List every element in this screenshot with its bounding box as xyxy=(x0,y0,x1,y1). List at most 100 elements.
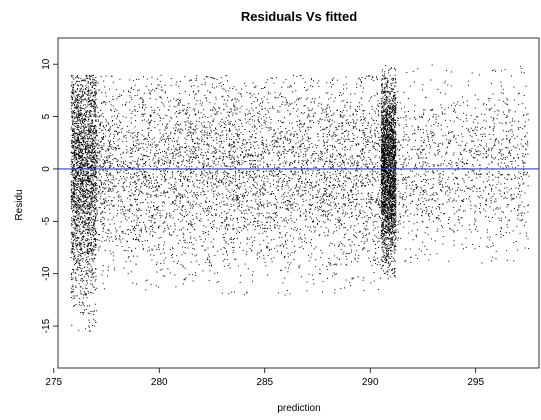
scatter-point xyxy=(71,185,73,187)
scatter-point xyxy=(74,102,76,104)
scatter-point xyxy=(173,137,175,139)
scatter-point xyxy=(144,104,146,106)
scatter-point xyxy=(92,159,94,160)
scatter-point xyxy=(85,200,87,202)
scatter-point xyxy=(357,162,359,164)
scatter-point xyxy=(291,122,293,124)
scatter-point xyxy=(237,230,239,232)
scatter-point xyxy=(71,232,73,234)
scatter-point xyxy=(347,229,349,231)
scatter-point xyxy=(81,180,83,182)
scatter-point xyxy=(244,226,246,228)
scatter-point xyxy=(77,141,79,143)
scatter-point xyxy=(82,96,84,98)
scatter-point xyxy=(205,172,207,173)
scatter-point xyxy=(124,189,126,191)
scatter-point xyxy=(72,277,74,279)
scatter-point xyxy=(91,186,93,188)
scatter-point xyxy=(138,175,140,176)
scatter-point xyxy=(89,146,91,148)
scatter-point xyxy=(81,121,83,123)
scatter-point xyxy=(223,210,225,212)
scatter-point xyxy=(73,238,75,240)
scatter-point xyxy=(373,143,375,145)
scatter-point xyxy=(333,100,335,102)
scatter-point xyxy=(102,223,104,225)
scatter-point xyxy=(224,152,226,154)
scatter-point xyxy=(125,160,127,162)
scatter-point xyxy=(226,204,228,206)
scatter-point xyxy=(71,145,73,147)
scatter-point xyxy=(171,153,173,154)
scatter-point xyxy=(246,292,248,294)
scatter-point xyxy=(367,144,369,145)
scatter-point xyxy=(83,127,85,129)
scatter-point xyxy=(74,155,76,157)
scatter-point xyxy=(167,191,169,193)
scatter-point xyxy=(113,177,114,179)
scatter-point xyxy=(100,213,102,215)
scatter-point xyxy=(123,135,125,137)
scatter-point xyxy=(75,90,76,92)
scatter-point xyxy=(323,193,325,195)
scatter-point xyxy=(78,138,80,140)
scatter-point xyxy=(168,187,170,189)
scatter-point xyxy=(93,147,95,149)
scatter-point xyxy=(86,213,88,215)
scatter-point xyxy=(282,220,284,222)
scatter-point xyxy=(81,158,83,160)
scatter-point xyxy=(92,148,94,150)
scatter-point xyxy=(82,238,84,240)
scatter-point xyxy=(157,160,159,162)
scatter-point xyxy=(71,81,73,83)
scatter-point xyxy=(90,154,92,156)
scatter-point xyxy=(129,152,131,154)
scatter-point xyxy=(87,104,89,106)
scatter-point xyxy=(375,127,377,129)
scatter-point xyxy=(79,175,80,176)
scatter-point xyxy=(206,76,208,78)
scatter-point xyxy=(293,209,295,211)
scatter-point xyxy=(305,171,306,173)
scatter-point xyxy=(261,221,263,223)
scatter-point xyxy=(95,129,97,131)
scatter-point xyxy=(83,193,85,195)
scatter-point xyxy=(350,147,352,149)
scatter-point xyxy=(133,238,134,240)
scatter-point xyxy=(75,242,77,244)
scatter-point xyxy=(70,196,72,198)
scatter-point xyxy=(319,156,321,158)
scatter-point xyxy=(190,176,192,178)
scatter-point xyxy=(172,201,174,203)
scatter-point xyxy=(292,163,293,165)
scatter-point xyxy=(82,159,84,161)
scatter-point xyxy=(109,152,111,154)
scatter-point xyxy=(178,143,180,145)
scatter-point xyxy=(287,181,289,183)
scatter-point xyxy=(233,228,235,229)
scatter-point xyxy=(89,143,91,145)
scatter-point xyxy=(89,145,91,147)
scatter-point xyxy=(79,134,80,136)
scatter-point xyxy=(139,164,141,166)
scatter-point xyxy=(156,167,158,168)
scatter-point xyxy=(369,171,371,173)
scatter-point xyxy=(100,140,102,142)
scatter-point xyxy=(310,162,312,164)
scatter-point xyxy=(90,181,92,183)
scatter-point xyxy=(144,224,146,226)
scatter-point xyxy=(92,201,94,203)
scatter-point xyxy=(94,191,96,193)
scatter-point xyxy=(76,140,78,142)
scatter-point xyxy=(72,184,74,186)
scatter-point xyxy=(76,245,78,247)
scatter-point xyxy=(86,259,88,260)
scatter-point xyxy=(182,197,184,199)
scatter-point xyxy=(74,297,75,299)
scatter-point xyxy=(259,198,261,200)
scatter-point xyxy=(306,150,308,152)
scatter-point xyxy=(324,235,326,237)
scatter-point xyxy=(262,232,264,234)
scatter-point xyxy=(86,245,88,247)
scatter-point xyxy=(95,107,97,108)
